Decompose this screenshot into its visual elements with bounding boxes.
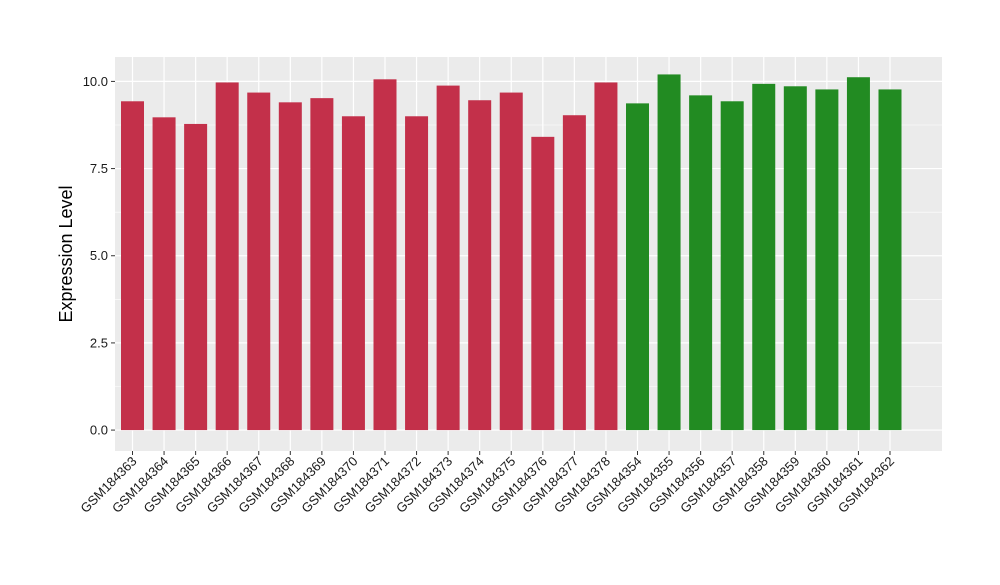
y-axis-title: Expression Level [56,185,76,322]
bar-GSM184356 [689,95,713,431]
bar-GSM184377 [562,115,586,431]
bar-GSM184363 [121,101,144,431]
bar-GSM184358 [752,83,776,431]
bar-GSM184378 [594,82,618,431]
x-axis: GSM184363GSM184364GSM184365GSM184366GSM1… [77,451,897,516]
y-tick-label: 7.5 [90,161,108,176]
y-tick-label: 2.5 [90,335,108,350]
bar-GSM184355 [657,74,681,431]
bar-GSM184371 [373,79,397,431]
bar-GSM184366 [215,82,239,431]
bars [121,74,902,431]
y-tick-label: 10.0 [83,74,108,89]
bar-GSM184375 [499,92,523,431]
bar-GSM184364 [152,117,176,431]
bar-GSM184370 [341,116,365,431]
bar-GSM184373 [436,85,460,431]
bar-GSM184359 [783,86,807,431]
bar-GSM184368 [278,102,302,431]
bar-GSM184362 [878,89,902,431]
bar-GSM184369 [310,98,334,431]
bar-GSM184376 [531,136,555,431]
bar-GSM184367 [247,92,271,431]
bar-GSM184360 [815,89,839,431]
bar-GSM184374 [468,100,492,431]
bar-GSM184354 [626,103,649,431]
y-tick-label: 0.0 [90,423,108,438]
y-axis: 0.0 2.5 5.0 7.5 10.0 [83,74,115,438]
bar-GSM184361 [846,77,870,431]
bar-GSM184372 [405,116,429,431]
bar-GSM184357 [720,101,744,431]
bar-GSM184365 [184,123,208,431]
y-tick-label: 5.0 [90,248,108,263]
